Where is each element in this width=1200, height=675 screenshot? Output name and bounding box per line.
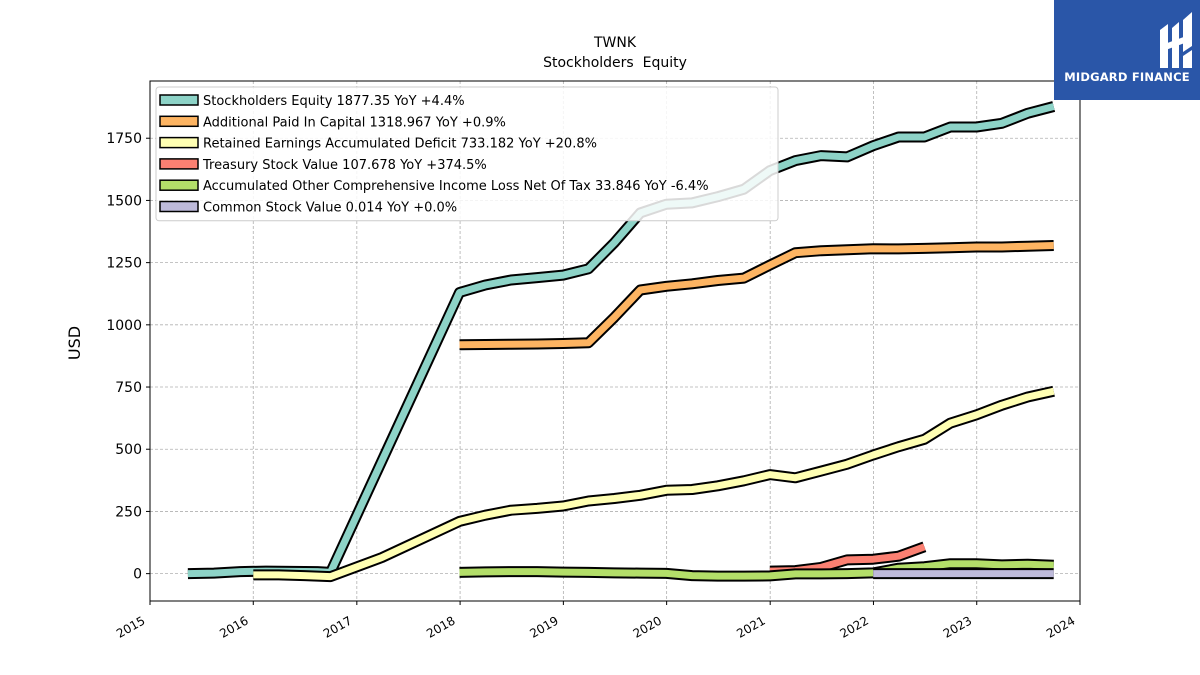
- series-2: [253, 385, 1055, 583]
- series-layer: [187, 101, 1056, 583]
- y-tick-label: 1000: [106, 318, 142, 334]
- axes: 0 250 500 750 1000 1250 1500 1750 2015 2016 2017 20…: [106, 131, 1081, 641]
- x-tick-label: 2018: [424, 613, 457, 640]
- brand-name: MIDGARD FINANCE: [1064, 70, 1190, 84]
- y-tick-label: 1250: [106, 256, 142, 272]
- legend-swatch: [159, 136, 199, 149]
- x-tick-label: 2022: [838, 613, 871, 640]
- legend-label: Treasury Stock Value 107.678 YoY +374.5%: [202, 158, 487, 173]
- legend-swatch: [159, 158, 199, 170]
- chart-title: TWNK: [593, 35, 637, 51]
- legend-box: [155, 86, 779, 222]
- x-tick-label: 2015: [114, 613, 147, 640]
- series-line: [459, 242, 1054, 349]
- y-tick-label: 500: [115, 442, 142, 458]
- plot-frame: [149, 80, 1081, 602]
- y-tick-label: 250: [115, 504, 142, 520]
- series-line: [253, 387, 1055, 581]
- x-tick-label: 2023: [941, 613, 974, 640]
- legend-swatch: [159, 200, 199, 213]
- y-tick-label: 750: [115, 380, 142, 396]
- y-tick-label: 1500: [106, 193, 142, 209]
- y-tick-label: 0: [133, 567, 142, 583]
- series-line-outline: [459, 240, 1054, 351]
- brand-logo: MIDGARD FINANCE: [1054, 0, 1200, 100]
- legend-label: Common Stock Value 0.014 YoY +0.0%: [203, 201, 457, 216]
- legend-label: Stockholders Equity 1877.35 YoY +4.4%: [203, 94, 465, 109]
- legend-label: Accumulated Other Comprehensive Income L…: [203, 179, 709, 194]
- legend-label: Retained Earnings Accumulated Deficit 73…: [203, 137, 597, 152]
- x-tick-label: 2017: [321, 613, 354, 640]
- legend-label: Additional Paid In Capital 1318.967 YoY …: [203, 115, 506, 130]
- x-tick-label: 2024: [1044, 613, 1077, 640]
- brand-mark-icon: [1160, 12, 1192, 68]
- series-4: [459, 558, 1054, 582]
- x-tick-label: 2021: [734, 613, 767, 640]
- x-tick-label: 2020: [631, 613, 664, 640]
- series-line: [459, 560, 1054, 580]
- legend-swatch: [159, 115, 199, 128]
- y-tick-label: 1750: [106, 131, 142, 147]
- series-1: [459, 240, 1054, 351]
- legend-swatch: [159, 179, 199, 191]
- x-tick-label: 2019: [527, 613, 560, 640]
- legend-swatch: [159, 94, 199, 106]
- chart-subtitle: Stockholders Equity: [543, 55, 687, 71]
- y-axis-label: USD: [65, 326, 84, 360]
- legend: Stockholders Equity 1877.35 YoY +4.4% Add…: [155, 86, 779, 222]
- x-tick-label: 2016: [217, 613, 250, 640]
